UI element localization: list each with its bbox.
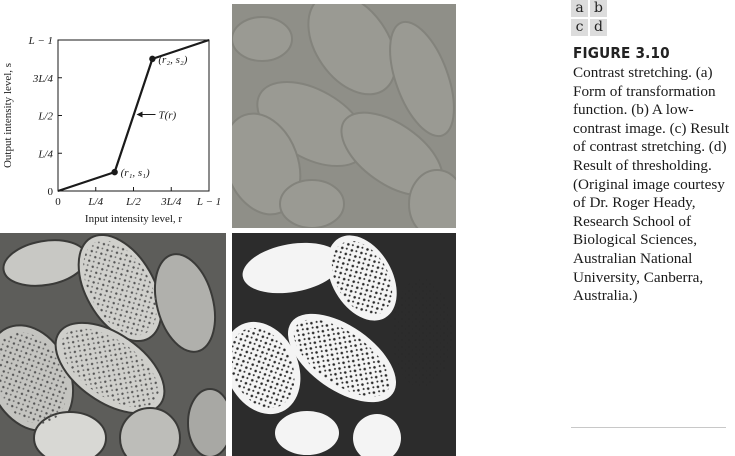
y-tick-label: L/4 xyxy=(37,148,53,160)
control-point-label-2: (r₂, s₂) xyxy=(158,54,187,66)
y-axis-title: Output intensity level, s xyxy=(2,63,14,168)
panel-label-b: b xyxy=(590,0,607,17)
control-point-1 xyxy=(111,168,118,176)
low-contrast-pollen-image xyxy=(232,4,456,228)
x-tick-label: L/2 xyxy=(125,196,141,208)
y-tick-label: L − 1 xyxy=(28,35,53,47)
contrast-stretched-pollen-image xyxy=(0,233,226,456)
panel-label-a: a xyxy=(571,0,588,17)
panel-label-d: d xyxy=(590,19,607,36)
x-tick-label: 3L/4 xyxy=(160,196,182,208)
caption-text: Contrast stretching. (a) Form of transfo… xyxy=(573,64,730,305)
y-tick-label: 3L/4 xyxy=(32,73,54,85)
transformation-chart: 0 L/4 L/2 3L/4 L − 1 0 L/4 L/2 3L/4 L − 1 Input in… xyxy=(2,35,221,225)
panel-a-transformation-plot: 0 L/4 L/2 3L/4 L − 1 0 L/4 L/2 3L/4 L − 1 Input in… xyxy=(0,0,228,228)
panel-label-c: c xyxy=(571,19,588,36)
x-tick-label: L − 1 xyxy=(196,196,221,208)
caption-divider xyxy=(571,427,726,428)
control-point-label-1: (r₁, s₁) xyxy=(121,167,150,179)
panel-d-thresholded-image xyxy=(232,233,456,456)
panel-c-contrast-stretched-image xyxy=(0,233,226,456)
thresholded-pollen-image xyxy=(232,233,456,456)
figure-caption: FIGURE 3.10 Contrast stretching. (a) For… xyxy=(573,44,733,306)
x-tick-label: 0 xyxy=(55,196,61,208)
panel-b-low-contrast-image xyxy=(232,4,456,228)
y-tick-label: L/2 xyxy=(37,111,53,123)
x-tick-label: L/4 xyxy=(87,196,103,208)
series-line-t-of-r xyxy=(57,38,210,193)
curve-label: T(r) xyxy=(159,110,177,122)
y-tick-label: 0 xyxy=(48,186,54,198)
panel-label-grid: a b c d xyxy=(571,0,607,36)
curve-label-arrowhead xyxy=(136,111,143,118)
control-point-2 xyxy=(149,55,156,63)
figure-number: FIGURE 3.10 xyxy=(573,44,670,62)
x-axis-title: Input intensity level, r xyxy=(85,213,182,225)
